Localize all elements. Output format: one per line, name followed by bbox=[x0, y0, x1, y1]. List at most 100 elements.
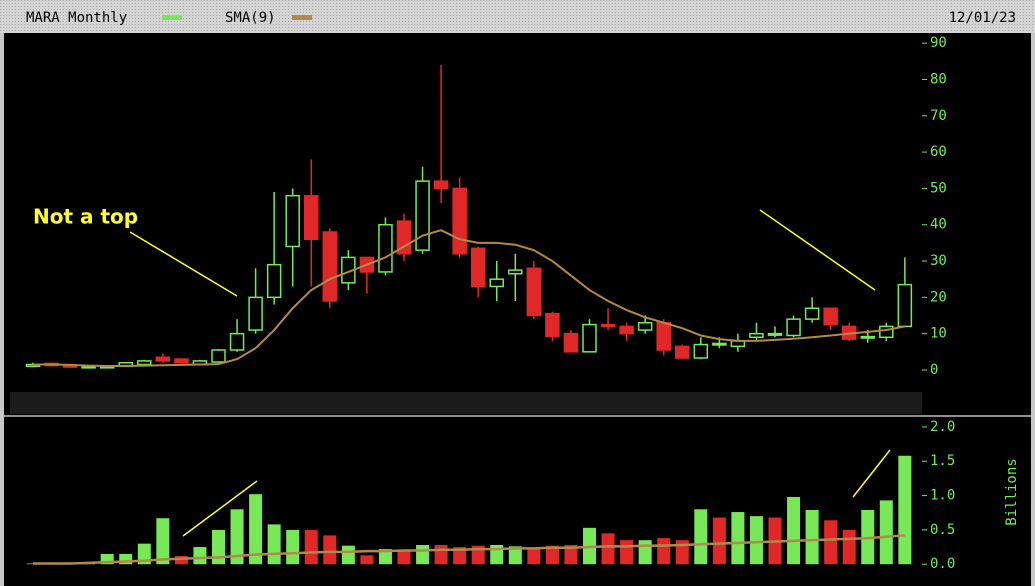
y-axis-label: Billions bbox=[1004, 458, 1020, 525]
y-tick-label: 60 bbox=[930, 144, 947, 160]
volume-bar bbox=[749, 516, 763, 565]
candle-body bbox=[433, 180, 449, 190]
volume-bar bbox=[156, 518, 170, 565]
volume-bar bbox=[378, 549, 392, 565]
candle-body bbox=[749, 332, 764, 339]
volume-bar bbox=[100, 553, 114, 565]
frame-left bbox=[0, 33, 4, 586]
candle-body bbox=[693, 343, 709, 359]
volume-bar bbox=[879, 500, 893, 565]
volume-bar bbox=[898, 455, 912, 565]
volume-bar bbox=[601, 533, 615, 565]
y-tick-label: 0.0 bbox=[930, 556, 955, 572]
candle-body bbox=[860, 335, 875, 339]
volume-bar bbox=[137, 543, 151, 565]
y-tick-label: 0.5 bbox=[930, 522, 955, 538]
chart-title: MARA Monthly bbox=[26, 10, 127, 26]
annotation-lines bbox=[129, 209, 891, 537]
arrow-line bbox=[759, 209, 876, 291]
y-tick-label: 40 bbox=[930, 217, 947, 233]
volume-bar bbox=[193, 547, 207, 565]
volume-bar bbox=[249, 494, 263, 565]
frame-right bbox=[1031, 33, 1035, 586]
volume-bar bbox=[434, 544, 448, 565]
volume-bar bbox=[212, 529, 225, 565]
candle-body bbox=[823, 307, 838, 326]
candle-body bbox=[322, 231, 338, 302]
candle-body bbox=[248, 296, 263, 331]
volume-bar bbox=[527, 549, 541, 565]
y-tick-label: 80 bbox=[930, 71, 947, 87]
y-tick-label: 20 bbox=[930, 289, 947, 305]
y-tick-label: 0 bbox=[930, 362, 938, 378]
volume-bar bbox=[267, 524, 281, 565]
candle-body bbox=[526, 267, 542, 317]
candle-body bbox=[266, 263, 282, 299]
candle-body bbox=[174, 358, 189, 364]
arrow-line bbox=[852, 449, 891, 498]
candle-body bbox=[470, 247, 486, 288]
candle-body bbox=[137, 360, 152, 366]
candle-body bbox=[804, 307, 820, 320]
candle-body bbox=[229, 332, 245, 351]
candle-body bbox=[619, 325, 634, 335]
candle-body bbox=[378, 223, 393, 273]
volume-bar bbox=[174, 555, 188, 565]
candle-body bbox=[452, 187, 467, 255]
candle-body bbox=[582, 323, 597, 353]
annotation: Not a top bbox=[33, 205, 138, 229]
candle-body bbox=[545, 312, 560, 337]
y-tick-label: 1.0 bbox=[930, 488, 955, 504]
volume-bar bbox=[731, 512, 745, 565]
arrow-line bbox=[129, 231, 238, 297]
candle-body bbox=[285, 194, 300, 248]
date-label: 12/01/23 bbox=[949, 10, 1016, 26]
line-series bbox=[33, 534, 905, 565]
arrow-line bbox=[182, 480, 258, 537]
volume-bar bbox=[508, 546, 522, 565]
candle-body bbox=[155, 356, 171, 362]
volume-bar bbox=[787, 496, 801, 565]
volume-bar bbox=[453, 547, 467, 565]
candle-body bbox=[211, 349, 226, 363]
price-footer bbox=[10, 392, 922, 414]
y-tick-label: 1.5 bbox=[930, 453, 955, 469]
volume-bar bbox=[286, 529, 300, 565]
volume-bar bbox=[416, 544, 430, 565]
y-tick-label: 50 bbox=[930, 180, 947, 196]
volume-bar bbox=[638, 540, 652, 565]
header-bar bbox=[0, 0, 1035, 33]
y-tick-label: 90 bbox=[930, 35, 947, 51]
volume-bar bbox=[397, 550, 411, 565]
volume-bar bbox=[620, 540, 634, 565]
y-tick-label: 2.0 bbox=[930, 419, 955, 435]
volume-bar bbox=[230, 509, 244, 565]
volume-bar bbox=[341, 545, 355, 565]
volume-bar bbox=[323, 535, 337, 565]
candle-body bbox=[304, 194, 319, 241]
volume-bar bbox=[824, 520, 838, 565]
y-tick-label: 70 bbox=[930, 108, 947, 124]
volume-bar bbox=[564, 544, 578, 565]
candle-body bbox=[897, 283, 913, 328]
candle-body bbox=[563, 332, 579, 353]
candle-body bbox=[767, 332, 783, 336]
candle-body bbox=[879, 325, 894, 339]
candle-body bbox=[415, 180, 430, 251]
volume-bar bbox=[712, 517, 726, 565]
line-series bbox=[33, 229, 906, 367]
volume-bar bbox=[545, 545, 559, 565]
candle-body bbox=[656, 322, 671, 351]
volume-bar bbox=[657, 538, 671, 565]
volume-bar bbox=[805, 509, 819, 565]
volume-bar bbox=[842, 529, 856, 565]
volume-bar bbox=[360, 555, 374, 565]
y-tick-label: 10 bbox=[930, 326, 947, 342]
legend-swatch bbox=[292, 15, 312, 20]
candle-body bbox=[508, 269, 523, 275]
volume-bar bbox=[304, 529, 318, 565]
candle-body bbox=[600, 323, 616, 328]
